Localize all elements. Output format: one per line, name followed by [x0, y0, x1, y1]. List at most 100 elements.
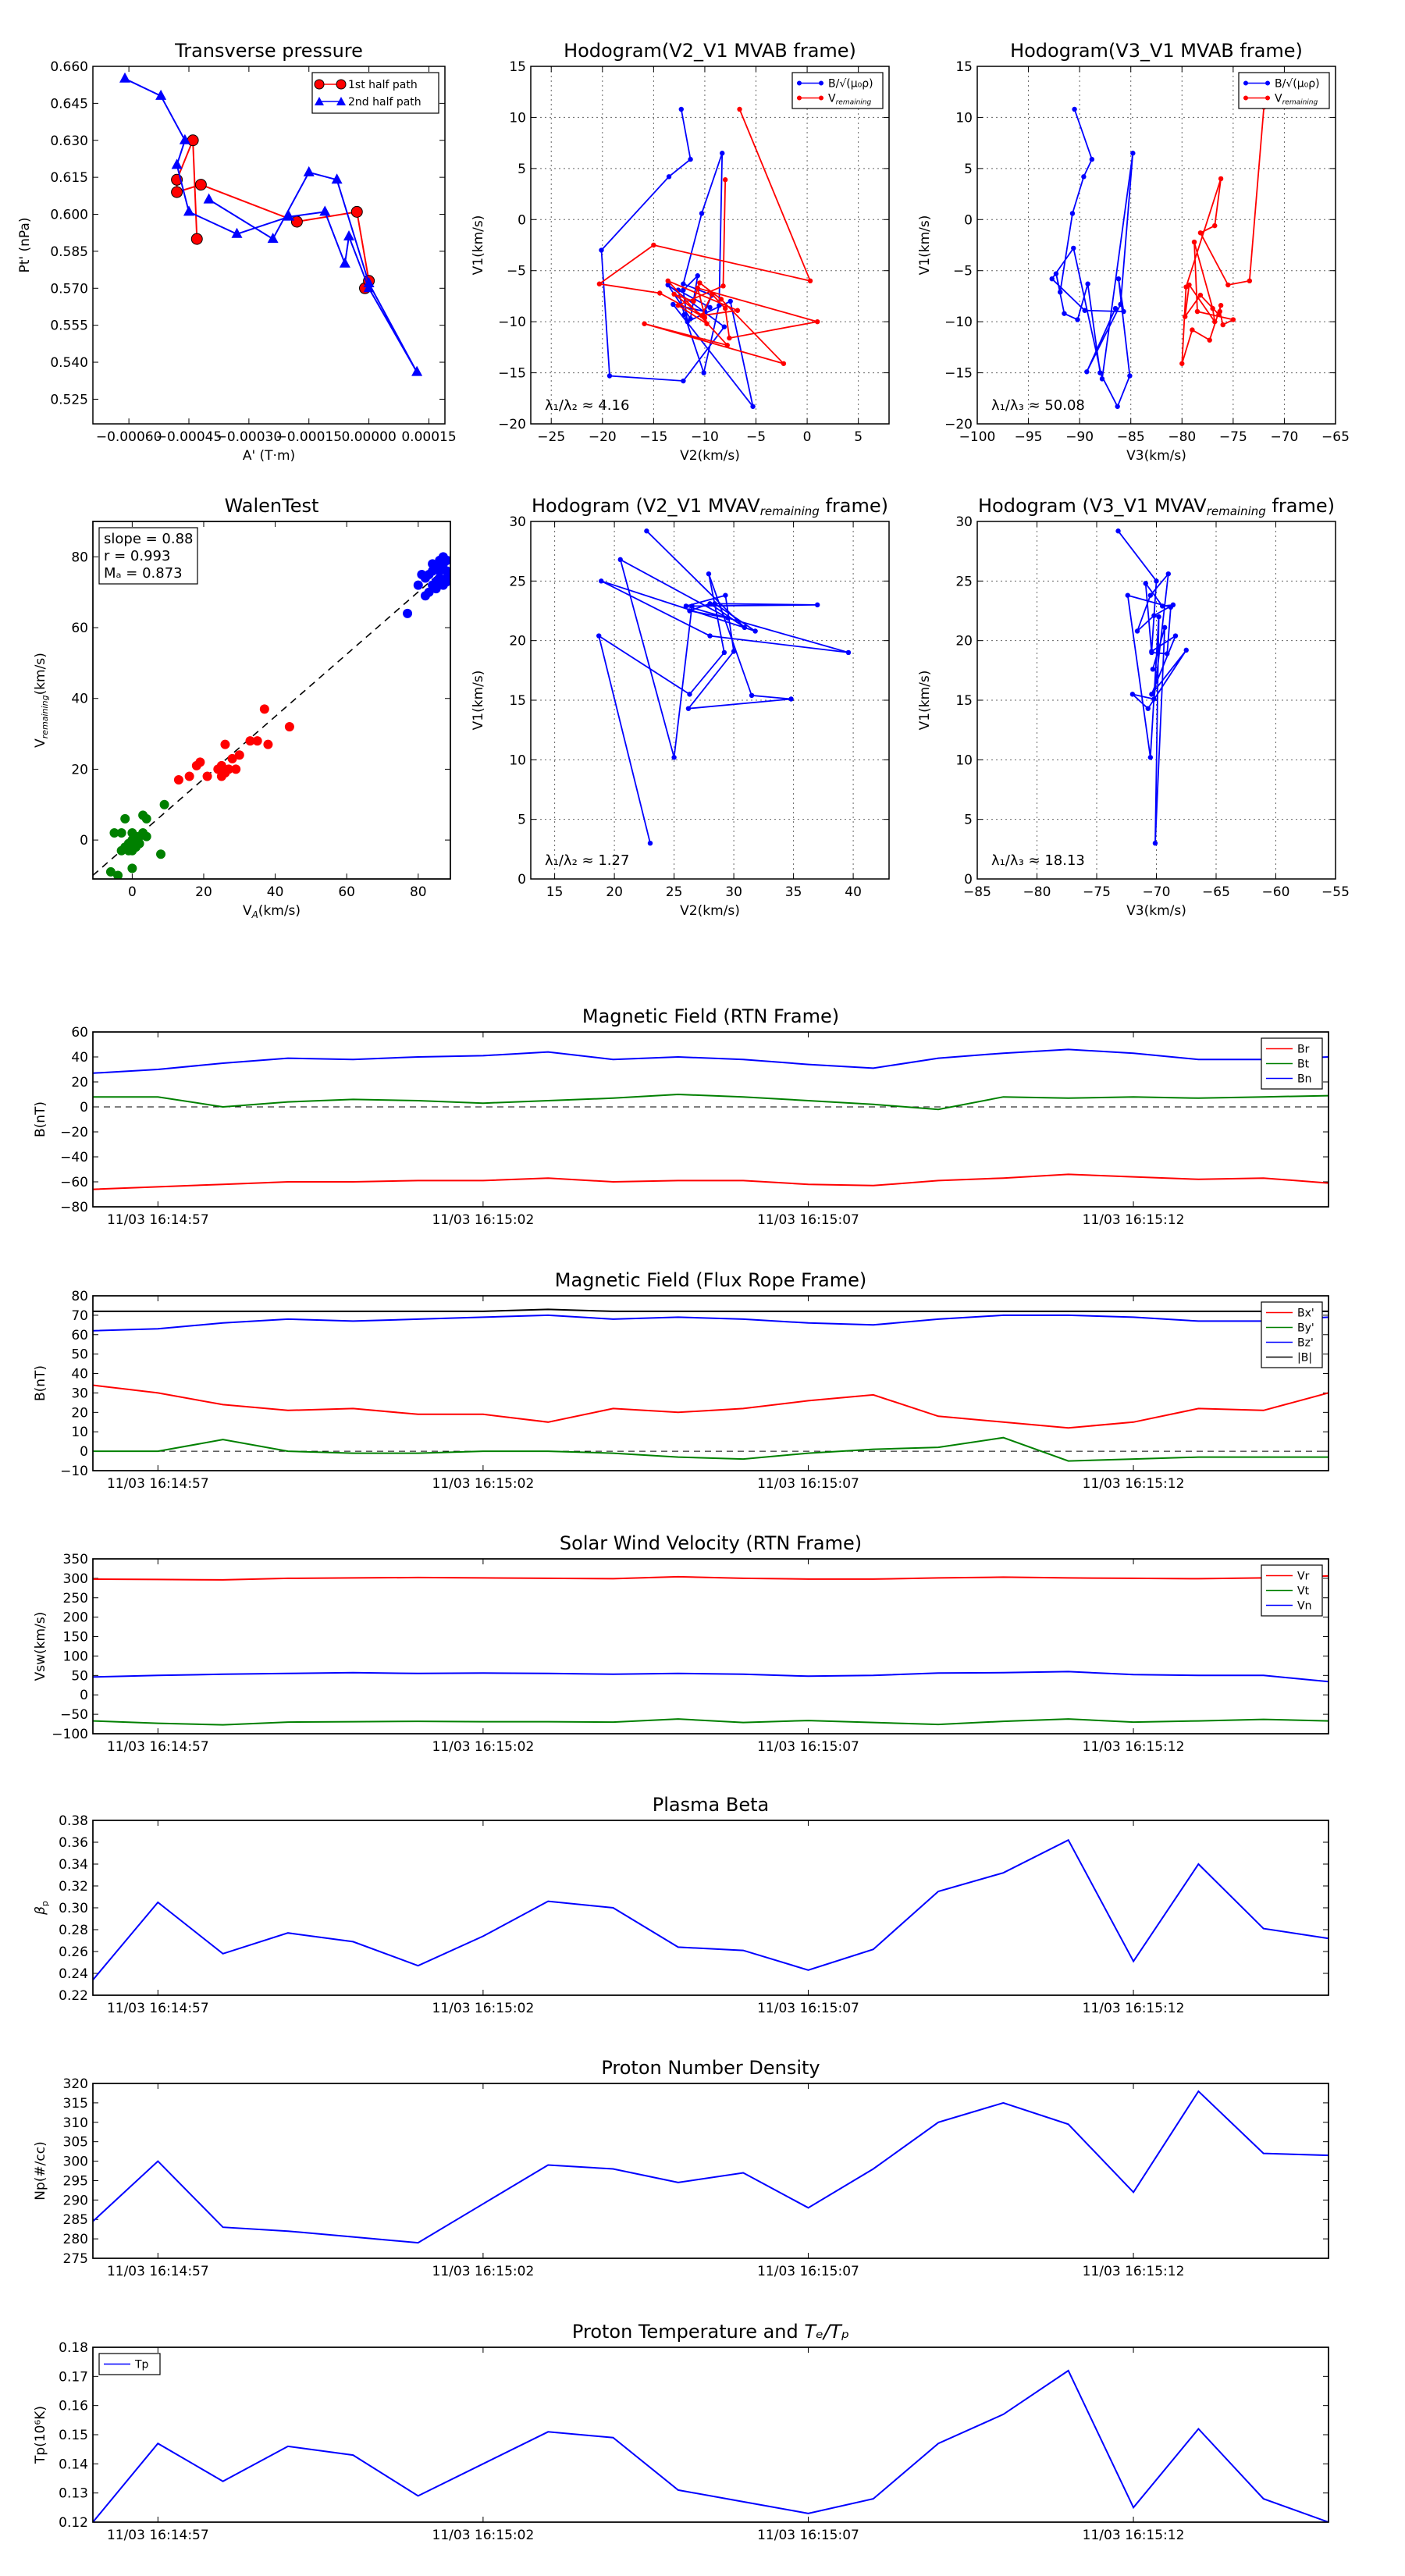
y-tick-label: 30: [955, 514, 973, 530]
legend-marker: [819, 80, 823, 86]
data-point: [721, 324, 727, 329]
data-point: [173, 775, 183, 785]
chart-brtn: Magnetic Field (RTN Frame) −80 −60 −40 −20 0 2…: [33, 1005, 1329, 1228]
stats-line: slope = 0.88: [104, 531, 194, 547]
legend-label: 2nd half path: [348, 96, 422, 109]
y-axis-label: βp: [33, 1901, 50, 1916]
y-tick-label: 0: [80, 1100, 88, 1115]
data-point: [735, 308, 741, 313]
x-tick-label: 0.00015: [401, 429, 456, 445]
y-tick-label: 15: [955, 59, 973, 75]
y-tick-label: 0.600: [50, 208, 88, 223]
data-point: [687, 692, 692, 697]
y-tick-label: 0.660: [50, 59, 88, 75]
y-axis-label: Tp(10⁶K): [33, 2406, 48, 2464]
data-point: [1084, 369, 1090, 375]
x-tick-label: 40: [845, 884, 862, 900]
y-tick-label: 300: [63, 2154, 88, 2170]
stats-box: [98, 527, 198, 585]
data-point: [1183, 314, 1188, 319]
y-tick-label: 10: [955, 110, 973, 126]
x-tick-label: −70: [1143, 884, 1171, 900]
data-point: [681, 281, 686, 286]
data-point: [194, 179, 207, 191]
plot-frame: [976, 66, 1336, 425]
data-point: [709, 291, 715, 297]
data-point: [171, 158, 183, 169]
legend-label: By': [1297, 1322, 1314, 1335]
chart-title: Magnetic Field (RTN Frame): [582, 1005, 839, 1027]
data-point: [216, 760, 226, 770]
time-tick-label: 11/03 16:15:12: [1083, 1476, 1185, 1492]
data-point: [159, 799, 169, 809]
data-point: [290, 215, 303, 228]
y-tick-label: 0: [964, 872, 973, 888]
x-tick-label: −10: [691, 429, 719, 445]
eigen-ratio: λ₁/λ₂ ≈ 1.27: [545, 852, 629, 869]
legend: Br Bt Bn: [1261, 1037, 1323, 1090]
time-tick-label: 11/03 16:15:12: [1083, 1739, 1185, 1755]
data-point: [647, 841, 653, 846]
legend-marker: [336, 97, 346, 105]
time-tick-label: 11/03 16:15:02: [432, 1212, 535, 1228]
data-point: [1230, 317, 1236, 322]
y-tick-label: 5: [518, 162, 526, 177]
y-tick-label: −10: [498, 315, 526, 330]
data-point: [1115, 528, 1121, 534]
legend-marker: [315, 97, 324, 105]
y-tick-label: 295: [63, 2173, 88, 2189]
x-tick-label: 20: [606, 884, 623, 900]
y-tick-label: 20: [509, 634, 526, 649]
data-point: [681, 311, 687, 318]
y-tick-label: 40: [71, 1367, 88, 1382]
y-tick-label: 0.16: [59, 2399, 88, 2414]
y-tick-label: 100: [63, 1649, 88, 1664]
legend-label: B/√(μ₀ρ): [1275, 78, 1320, 91]
data-point: [707, 601, 713, 607]
data-point: [720, 283, 726, 289]
data-point: [666, 174, 672, 180]
data-point: [1165, 651, 1170, 656]
data-point: [234, 750, 244, 760]
data-point: [283, 210, 295, 221]
legend: 1st half path 2nd half path: [311, 72, 439, 114]
y-tick-label: 285: [63, 2212, 88, 2228]
data-point: [350, 205, 363, 218]
y-axis-label: B(nT): [33, 1101, 48, 1137]
data-point: [1212, 222, 1218, 229]
data-point: [695, 273, 700, 279]
data-point: [678, 106, 684, 112]
chart-title: Proton Number Density: [601, 2057, 820, 2079]
plot-frame: [976, 521, 1336, 880]
x-tick-label: −70: [1270, 429, 1298, 445]
chart-bfr: Magnetic Field (Flux Rope Frame) −10 0 10 20…: [33, 1269, 1329, 1492]
chart-title: Plasma Beta: [653, 1794, 769, 1816]
x-tick-label: −65: [1321, 429, 1350, 445]
y-tick-label: 15: [509, 59, 526, 75]
y-axis-label: Vremaining(km/s): [33, 653, 50, 748]
time-tick-label: 11/03 16:14:57: [107, 1476, 209, 1492]
data-point: [683, 603, 689, 609]
time-tick-label: 11/03 16:15:02: [432, 1739, 535, 1755]
data-point: [725, 615, 731, 621]
chart-beta: Plasma Beta 0.22 0.24 0.26 0.28 0.30 0.32 0.34 0…: [33, 1794, 1329, 2016]
time-tick-label: 11/03 16:15:12: [1083, 1212, 1185, 1228]
y-tick-label: 0.36: [59, 1835, 88, 1851]
series-line: [597, 530, 849, 844]
data-point: [435, 566, 445, 576]
plot-frame: [92, 2347, 1329, 2523]
x-axis-label: VA(km/s): [243, 903, 301, 920]
y-tick-label: 0.570: [50, 281, 88, 297]
y-tick-label: 5: [964, 813, 973, 828]
data-point: [116, 828, 126, 838]
y-axis-label: Np(#/cc): [33, 2141, 48, 2200]
data-point: [1069, 211, 1076, 216]
data-point: [1115, 404, 1120, 409]
legend-marker: [1243, 95, 1248, 101]
data-point: [1097, 370, 1103, 375]
data-point: [707, 633, 713, 639]
y-tick-label: −5: [953, 264, 973, 279]
data-point: [1085, 281, 1090, 286]
data-point: [442, 577, 450, 587]
